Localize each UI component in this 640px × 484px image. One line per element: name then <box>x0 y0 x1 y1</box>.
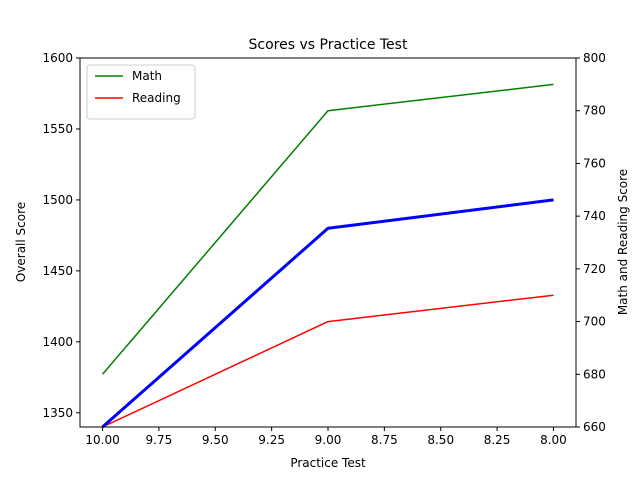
y-axis-left-label: Overall Score <box>14 202 28 282</box>
x-tick-label: 9.50 <box>202 433 229 447</box>
y-right-tick-label: 680 <box>583 367 606 381</box>
series-line-overall <box>101 198 554 429</box>
x-axis-label: Practice Test <box>290 456 366 470</box>
y-left-tick-label: 1500 <box>42 193 73 207</box>
y-axis-right-label: Math and Reading Score <box>616 169 630 315</box>
series-line-math <box>101 83 554 375</box>
x-tick-label: 9.25 <box>258 433 285 447</box>
y-left-tick-label: 1400 <box>42 335 73 349</box>
x-tick-label: 8.25 <box>484 433 511 447</box>
x-tick-label: 9.00 <box>315 433 342 447</box>
x-tick-label: 8.50 <box>427 433 454 447</box>
lines-layer <box>101 83 554 429</box>
y-right-tick-label: 780 <box>583 104 606 118</box>
y-left-tick-label: 1600 <box>42 51 73 65</box>
x-tick-label: 8.75 <box>371 433 398 447</box>
legend: Math Reading <box>86 64 196 120</box>
ticks-layer: 10.00 9.75 9.50 9.25 9.00 8.75 8.50 8.25 8.00 135… <box>42 51 605 447</box>
y-right-tick-label: 800 <box>583 51 606 65</box>
x-tick-label: 8.00 <box>540 433 567 447</box>
y-right-tick-label: 740 <box>583 209 606 223</box>
chart-title: Scores vs Practice Test <box>249 37 408 53</box>
y-right-tick-label: 700 <box>583 315 606 329</box>
y-left-tick-label: 1550 <box>42 122 73 136</box>
legend-box <box>86 64 196 120</box>
y-left-tick-label: 1350 <box>42 406 73 420</box>
series-line-reading <box>102 294 554 428</box>
legend-label-math: Math <box>132 69 162 83</box>
y-left-tick-label: 1450 <box>42 264 73 278</box>
legend-label-reading: Reading <box>132 91 181 105</box>
plot-frame <box>79 57 577 428</box>
y-right-tick-label: 660 <box>583 420 606 434</box>
x-tick-label: 9.75 <box>146 433 173 447</box>
y-right-tick-label: 720 <box>583 262 606 276</box>
y-right-tick-label: 760 <box>583 156 606 170</box>
x-tick-label: 10.00 <box>85 433 119 447</box>
